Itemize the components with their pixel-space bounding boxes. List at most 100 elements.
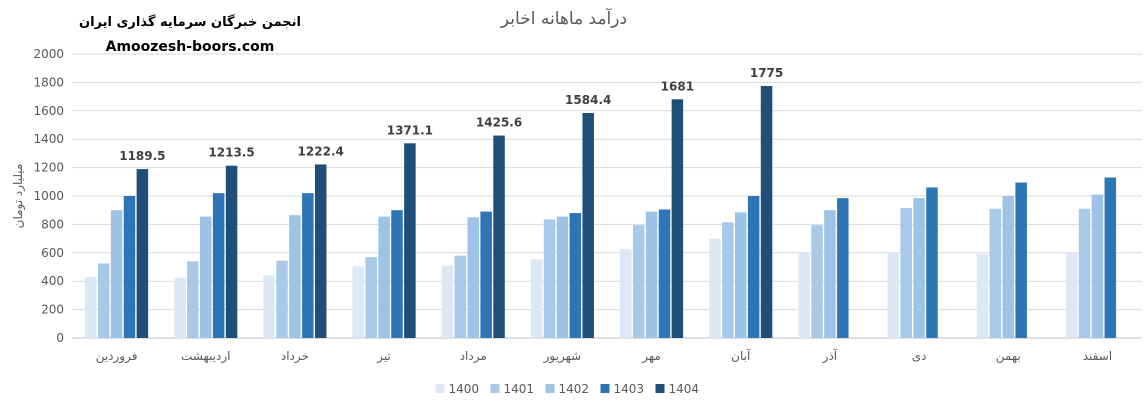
bar xyxy=(760,85,773,338)
bar xyxy=(302,193,314,338)
x-tick-label: آذر xyxy=(822,348,838,364)
x-tick-label: تیر xyxy=(376,349,391,364)
legend-swatch xyxy=(545,384,555,393)
data-label: 1222.4 xyxy=(298,144,344,158)
bar xyxy=(632,225,645,338)
y-axis-label: میلیارد تومان xyxy=(11,164,26,229)
x-axis-ticks: فروردین اردیبهشت خرداد تیر مرداد شهریور مهر آبا… xyxy=(96,348,1112,364)
bar xyxy=(85,276,97,338)
bar xyxy=(391,210,403,338)
bar xyxy=(735,212,747,338)
bar xyxy=(887,252,900,338)
bar xyxy=(658,209,671,338)
y-tick-label: 600 xyxy=(41,246,64,260)
bar xyxy=(365,257,377,338)
y-tick-label: 800 xyxy=(41,217,64,231)
data-label: 1425.6 xyxy=(476,116,522,130)
bar xyxy=(1078,208,1091,338)
bar xyxy=(212,193,225,338)
bar xyxy=(530,259,543,338)
x-tick-label: دی xyxy=(912,349,927,363)
bar xyxy=(187,261,199,338)
legend-swatch xyxy=(490,384,500,393)
data-label: 1681 xyxy=(661,79,694,93)
bar xyxy=(1065,252,1078,338)
x-tick-label: شهریور xyxy=(543,349,582,364)
legend-label: 1402 xyxy=(559,382,590,396)
legend-swatch xyxy=(435,384,445,393)
legend-label: 1401 xyxy=(504,382,535,396)
legend-label: 1404 xyxy=(669,382,700,396)
bar xyxy=(314,164,327,338)
bar xyxy=(136,169,149,338)
site-url: Amoozesh-boors.com xyxy=(106,39,275,55)
bar xyxy=(441,265,454,338)
y-tick-label: 1800 xyxy=(33,75,64,89)
bar xyxy=(454,255,467,338)
bar xyxy=(989,208,1002,338)
bar xyxy=(225,165,238,338)
data-label: 1371.1 xyxy=(387,123,433,137)
y-tick-label: 2000 xyxy=(33,47,64,61)
x-tick-label: اردیبهشت xyxy=(181,349,230,364)
gridlines xyxy=(72,53,1142,339)
y-tick-label: 200 xyxy=(41,303,64,317)
y-tick-label: 400 xyxy=(41,274,64,288)
bar xyxy=(913,198,925,338)
bar xyxy=(97,263,110,338)
bar xyxy=(747,196,760,338)
data-label: 1189.5 xyxy=(119,149,165,163)
bar xyxy=(263,275,275,338)
x-tick-label: آبان xyxy=(731,348,751,363)
bar xyxy=(289,215,301,338)
y-tick-label: 0 xyxy=(56,331,64,345)
bar xyxy=(976,254,989,338)
data-label: 1775 xyxy=(750,66,783,80)
chart-title: درآمد ماهانه اخابر xyxy=(500,7,627,29)
legend: 1400 1401 1402 1403 1404 xyxy=(435,382,700,396)
bar xyxy=(671,99,684,338)
legend-label: 1400 xyxy=(449,382,480,396)
x-tick-label: اسفند xyxy=(1083,349,1112,363)
bar xyxy=(174,277,186,338)
bar xyxy=(352,266,365,338)
bar xyxy=(543,219,556,338)
bar xyxy=(556,216,569,338)
bar xyxy=(378,216,390,338)
x-tick-label: بهمن xyxy=(996,349,1021,364)
bar xyxy=(837,198,849,338)
bar xyxy=(722,222,734,338)
bar xyxy=(1002,196,1014,338)
y-tick-label: 1400 xyxy=(33,132,64,146)
bar xyxy=(110,210,123,338)
bar xyxy=(811,225,823,338)
bar xyxy=(1104,177,1117,338)
bar xyxy=(480,211,492,338)
bar xyxy=(1091,194,1104,338)
bar xyxy=(824,210,836,338)
data-label: 1213.5 xyxy=(208,146,254,160)
bar xyxy=(404,143,416,338)
bar xyxy=(709,238,721,338)
y-axis-ticks: 0 200 400 600 800 1000 1200 1400 1600 1800 2000 xyxy=(33,47,64,345)
y-tick-label: 1600 xyxy=(33,104,64,118)
bars xyxy=(85,85,1117,338)
bar xyxy=(276,260,288,338)
x-tick-label: خرداد xyxy=(281,349,309,364)
bar xyxy=(798,252,810,338)
bar xyxy=(582,113,594,338)
bar xyxy=(1015,182,1027,338)
y-tick-label: 1000 xyxy=(33,189,64,203)
y-tick-label: 1200 xyxy=(33,161,64,175)
legend-swatch xyxy=(600,384,610,393)
bar xyxy=(900,208,912,338)
legend-swatch xyxy=(655,384,665,393)
bar xyxy=(467,217,479,338)
data-label: 1584.4 xyxy=(565,93,611,107)
org-name: انجمن خبرگان سرمایه گذاری ایران xyxy=(79,14,301,30)
x-tick-label: مرداد xyxy=(460,349,487,364)
bar xyxy=(926,187,938,338)
bar xyxy=(200,216,212,338)
